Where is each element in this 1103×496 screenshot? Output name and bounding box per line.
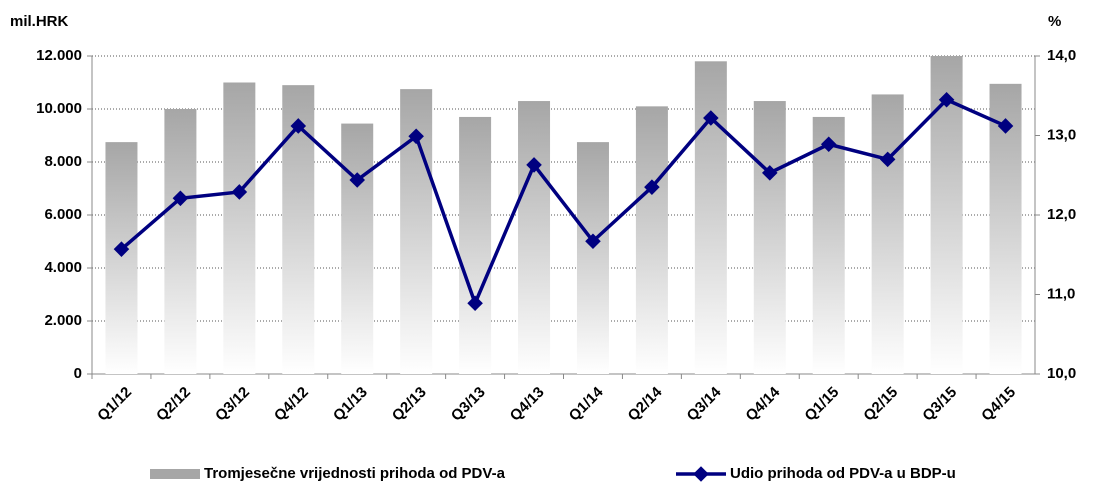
y-tick-label: 2.000 [44,312,82,329]
x-tick-label: Q2/12 [153,384,194,425]
y2-tick-label: 14,0 [1047,47,1076,64]
legend-marker [693,466,709,482]
marker [349,172,365,188]
y-tick-label: 6.000 [44,206,82,223]
bar [812,116,845,374]
y2-axis-label: % [1048,13,1061,30]
y-axis-label: mil.HRK [10,13,69,30]
x-tick-label: Q2/13 [389,384,430,425]
bar [223,82,256,374]
x-tick-label: Q3/14 [684,383,725,424]
marker [526,157,542,173]
bar [871,94,904,375]
marker [113,241,130,257]
y-tick-label: 0 [74,365,82,382]
x-tick-label: Q1/13 [330,384,371,425]
marker [820,136,837,153]
x-tick-label: Q3/15 [919,384,960,425]
x-tick-label: Q4/14 [742,383,783,424]
x-tick-label: Q1/15 [801,384,842,425]
y2-tick-label: 11,0 [1047,285,1075,302]
bar [518,101,551,375]
bar [105,142,138,374]
line [120,97,1007,309]
bar [753,101,786,375]
x-tick-label: Q3/13 [448,384,489,425]
y2-tick-label: 12,0 [1047,206,1076,223]
bar [635,106,668,374]
x-tick-label: Q2/14 [625,383,666,424]
y-tick-label: 12.000 [36,47,82,64]
bar [576,142,609,374]
y-tick-label: 10.000 [36,100,82,117]
y-tick-label: 4.000 [44,259,82,276]
marker [644,179,660,195]
x-tick-label: Q1/12 [94,384,135,425]
y-tick-label: 8.000 [44,153,82,170]
marker [879,151,896,168]
marker [762,165,778,181]
marker [172,190,189,207]
x-tick-label: Q4/13 [507,384,548,425]
x-tick-label: Q4/12 [271,384,312,425]
x-tick-label: Q4/15 [978,384,1019,425]
bar [694,61,727,375]
bar [459,116,492,374]
bar [341,123,374,374]
legend-swatch [150,469,200,479]
bar [164,109,197,374]
legend-label: Udio prihoda od PDV-a u BDP-u [730,465,956,482]
legend-label: Tromjesečne vrijednosti prihoda od PDV-a [204,465,506,482]
marker [408,128,424,145]
y2-tick-label: 13,0 [1047,126,1076,143]
marker [231,184,248,200]
x-tick-label: Q3/12 [212,384,253,425]
x-tick-label: Q2/15 [860,384,901,425]
y2-tick-label: 10,0 [1047,365,1076,382]
marker [585,233,601,250]
x-tick-label: Q1/14 [566,383,607,424]
